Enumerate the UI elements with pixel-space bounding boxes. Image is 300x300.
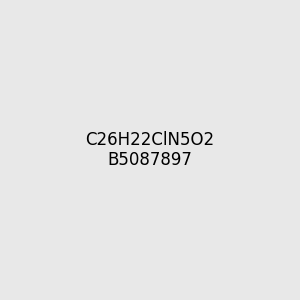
Text: C26H22ClN5O2
B5087897: C26H22ClN5O2 B5087897 <box>85 130 214 170</box>
